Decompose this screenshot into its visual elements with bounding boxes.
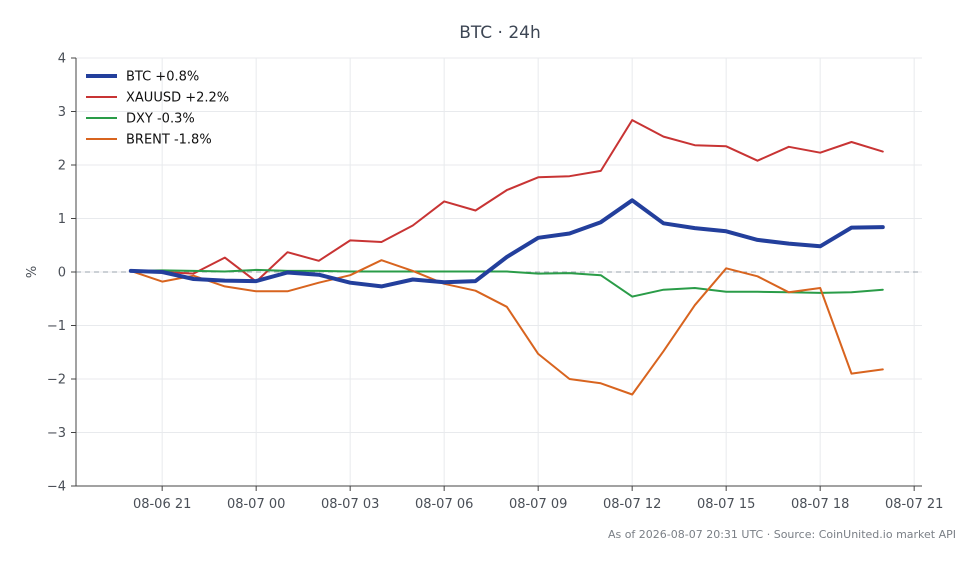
x-tick-label: 08-07 18 (791, 497, 849, 512)
legend: BTC +0.8% XAUUSD +2.2% DXY -0.3% BRENT -1.8… (86, 70, 229, 148)
y-tick-label: 2 (58, 159, 66, 174)
y-tick-label: −2 (47, 373, 66, 388)
y-tick-label: 3 (58, 105, 66, 120)
x-tick-label: 08-07 00 (227, 497, 285, 512)
x-ticks: 08-06 21 08-07 00 08-07 03 08-07 06 08-07 09… (133, 486, 943, 512)
x-tick-label: 08-07 06 (415, 497, 473, 512)
y-tick-label: −1 (47, 319, 66, 334)
series-line-3 (129, 259, 884, 396)
legend-label: BTC +0.8% (126, 70, 199, 85)
y-ticks: −4 −3 −2 −1 0 1 2 3 4 (47, 52, 76, 495)
x-tick-label: 08-07 12 (603, 497, 661, 512)
x-tick-label: 08-07 09 (509, 497, 567, 512)
y-tick-label: −4 (47, 480, 66, 495)
x-tick-label: 08-07 03 (321, 497, 379, 512)
y-tick-label: −3 (47, 426, 66, 441)
legend-label: DXY -0.3% (126, 112, 195, 127)
y-tick-label: 1 (58, 212, 66, 227)
y-axis-label: % (25, 266, 40, 278)
series-lines (128, 119, 885, 396)
series-line-0 (128, 198, 885, 289)
legend-label: BRENT -1.8% (126, 133, 212, 148)
legend-label: XAUUSD +2.2% (126, 91, 229, 106)
y-tick-label: 4 (58, 52, 66, 67)
chart-title: BTC · 24h (459, 23, 541, 43)
series-line-2 (129, 268, 884, 298)
x-tick-label: 08-07 21 (885, 497, 943, 512)
x-tick-label: 08-07 15 (697, 497, 755, 512)
footer-source: As of 2026-08-07 20:31 UTC · Source: Coi… (608, 528, 956, 541)
x-tick-label: 08-06 21 (133, 497, 191, 512)
y-tick-label: 0 (58, 266, 66, 281)
